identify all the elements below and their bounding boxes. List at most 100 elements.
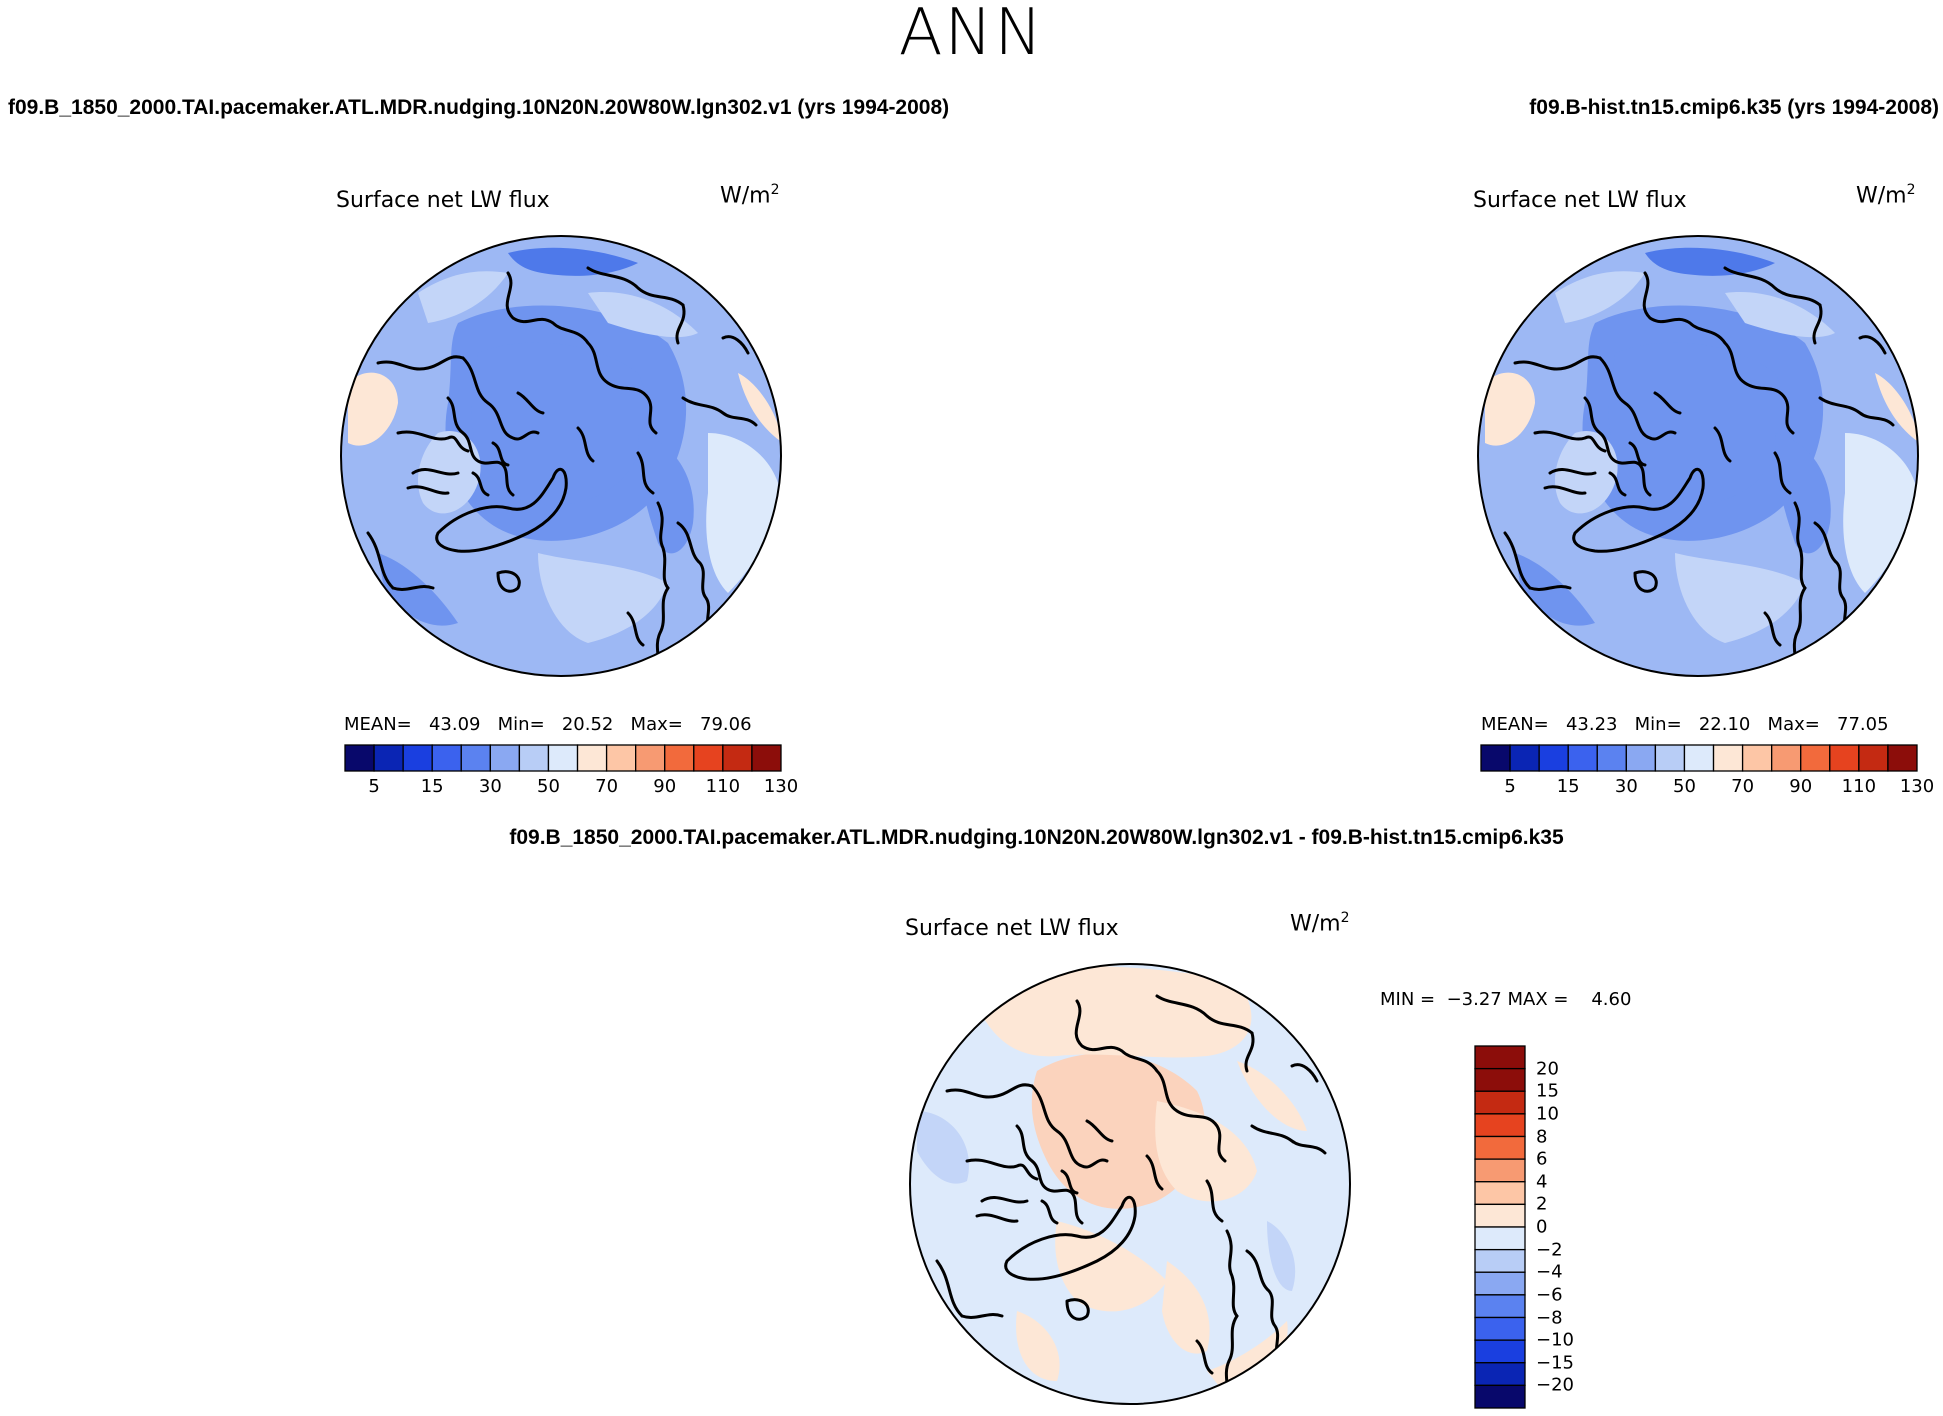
- colorbar-box: [1474, 1158, 1526, 1183]
- colorbar-tick-label: 5: [368, 776, 380, 797]
- case2-colorbar-labels: 5 15 30 50 70 90 110 130: [1481, 776, 1934, 800]
- contour-region: [508, 247, 638, 276]
- colorbar-box: [402, 744, 433, 772]
- colorbar-tick-label: −4: [1536, 1261, 1563, 1283]
- colorbar-box: [1474, 1090, 1526, 1115]
- coastline: [435, 467, 568, 553]
- coastline: [461, 356, 540, 441]
- contour-region: [967, 966, 1252, 1058]
- colorbar-box: [635, 744, 666, 772]
- colorbar-tick-label: −8: [1536, 1307, 1563, 1328]
- colorbar-box: [1596, 744, 1627, 772]
- diff-units: W/m2: [1290, 910, 1350, 937]
- coastline: [1633, 570, 1658, 593]
- colorbar-box: [693, 744, 724, 772]
- colorbar-box: [547, 744, 579, 772]
- colorbar-tick-label: 10: [1536, 1103, 1559, 1125]
- contour-region: [1485, 372, 1535, 446]
- colorbar-tick-label: 2: [1536, 1193, 1548, 1215]
- coastline: [1763, 611, 1782, 647]
- colorbar-tick-label: 90: [1789, 776, 1813, 797]
- coastline: [721, 335, 750, 355]
- case1-polar-map: [340, 235, 782, 677]
- coastline: [1503, 531, 1532, 590]
- coastline: [1713, 426, 1732, 463]
- colorbar-tick-label: 70: [1731, 776, 1755, 797]
- colorbar-box: [1474, 1316, 1526, 1341]
- case1-colorbar-labels: 5 15 30 50 70 90 110 130: [345, 776, 798, 800]
- coastline: [945, 1083, 1034, 1099]
- coastline: [391, 585, 435, 591]
- colorbar-tick-label: 50: [1673, 776, 1696, 797]
- coastline: [1653, 391, 1682, 415]
- contour-region: [538, 553, 668, 643]
- coastline: [980, 1195, 1029, 1204]
- coastline: [446, 396, 515, 497]
- coastline: [496, 570, 521, 593]
- colorbar-box: [1771, 744, 1802, 772]
- colorbar-box: [605, 744, 637, 772]
- contour-region: [1645, 247, 1775, 276]
- coastline: [1543, 485, 1587, 495]
- colorbar-box: [1474, 1203, 1526, 1228]
- case2-field-label: Surface net LW flux: [1473, 188, 1687, 213]
- colorbar-box: [373, 744, 404, 772]
- colorbar-tick-label: −10: [1536, 1329, 1574, 1351]
- coastline: [1065, 1298, 1090, 1321]
- colorbar-box: [1474, 1339, 1526, 1364]
- contour-region: [1055, 1221, 1167, 1312]
- contour-region: [1555, 271, 1645, 323]
- coastline: [975, 1213, 1019, 1223]
- coastline: [1628, 441, 1647, 467]
- coastline: [1060, 1169, 1079, 1195]
- colorbar-box: [1625, 744, 1657, 772]
- colorbar-tick-label: 20: [1536, 1058, 1559, 1080]
- colorbar-box: [1800, 744, 1831, 772]
- colorbar-box: [1474, 1226, 1526, 1251]
- coastline: [1085, 1119, 1114, 1143]
- coastline: [1155, 994, 1254, 1035]
- coastline: [576, 426, 595, 463]
- coastline: [1244, 1031, 1255, 1073]
- colorbar-box: [1474, 1271, 1526, 1296]
- coastline: [1642, 271, 1795, 435]
- coastline: [1205, 1179, 1224, 1223]
- map-boundary: [1477, 235, 1919, 677]
- colorbar-box: [1474, 1362, 1526, 1387]
- colorbar-box: [1712, 744, 1744, 772]
- coastline: [1583, 396, 1652, 497]
- coastline: [1074, 999, 1227, 1163]
- coastline: [1015, 1124, 1084, 1225]
- contour-region: [1267, 1221, 1296, 1291]
- coastline: [1225, 1229, 1239, 1318]
- diff-field-label: Surface net LW flux: [905, 916, 1119, 941]
- coastline: [675, 303, 686, 345]
- coastline: [1004, 1195, 1137, 1281]
- coastline: [1290, 1063, 1319, 1083]
- colorbar-box: [1654, 744, 1686, 772]
- colorbar-tick-label: 5: [1504, 776, 1516, 797]
- colorbar-tick-label: 15: [1536, 1080, 1559, 1102]
- colorbar-box: [1474, 1113, 1526, 1138]
- coastline: [1723, 266, 1822, 307]
- case2-colorbar: [1480, 744, 1918, 772]
- contour-region: [1031, 1053, 1205, 1209]
- coastline: [1513, 355, 1602, 371]
- contour-region: [471, 342, 649, 506]
- coastline: [491, 441, 510, 467]
- colorbar-box: [489, 744, 521, 772]
- contour-region: [1555, 431, 1618, 514]
- colorbar-tick-label: 0: [1536, 1216, 1548, 1238]
- colorbar-box: [1474, 1181, 1526, 1206]
- case2-polar-map: [1477, 235, 1919, 677]
- colorbar-box: [1474, 1384, 1526, 1409]
- contour-region: [917, 1111, 969, 1184]
- coastline: [1813, 521, 1849, 635]
- coastline: [471, 471, 490, 497]
- difference-polar-map: [909, 963, 1351, 1405]
- coastline: [1608, 471, 1627, 497]
- coastline: [1040, 1199, 1059, 1225]
- colorbar-tick-label: 50: [537, 776, 560, 797]
- colorbar-tick-label: 6: [1536, 1148, 1548, 1170]
- colorbar-tick-label: −15: [1536, 1352, 1574, 1374]
